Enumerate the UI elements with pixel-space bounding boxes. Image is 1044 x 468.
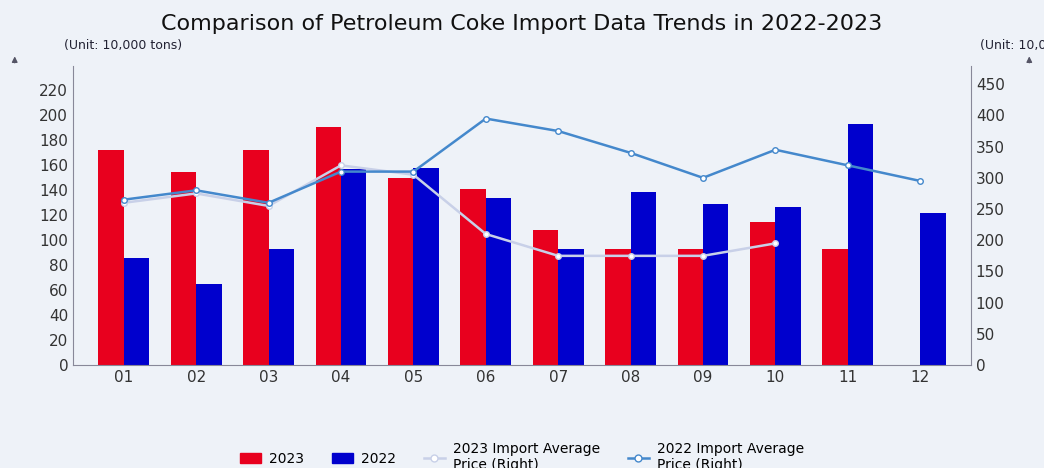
Bar [776,206,801,365]
Bar [559,249,584,365]
Bar [413,168,438,365]
Bar [388,178,413,365]
Bar [631,191,656,365]
Bar [920,213,946,365]
Bar [606,249,631,365]
Bar [750,221,776,365]
Bar [532,230,559,365]
Bar [196,284,221,365]
Text: (Unit: 10,000 tons): (Unit: 10,000 tons) [980,38,1044,51]
Text: (Unit: 10,000 tons): (Unit: 10,000 tons) [64,38,183,51]
Bar [315,127,341,365]
Bar [460,189,485,365]
Bar [243,150,268,365]
Bar [848,124,873,365]
Bar [703,204,729,365]
Bar [823,249,848,365]
Bar [98,150,124,365]
Bar [485,198,512,365]
Text: Comparison of Petroleum Coke Import Data Trends in 2022-2023: Comparison of Petroleum Coke Import Data… [162,14,882,34]
Bar [124,258,149,365]
Bar [268,249,294,365]
Bar [341,169,366,365]
Bar [171,172,196,365]
Legend: 2023, 2022, 2023 Import Average
Price (Right), 2022 Import Average
Price (Right): 2023, 2022, 2023 Import Average Price (R… [234,437,810,468]
Bar [678,249,703,365]
